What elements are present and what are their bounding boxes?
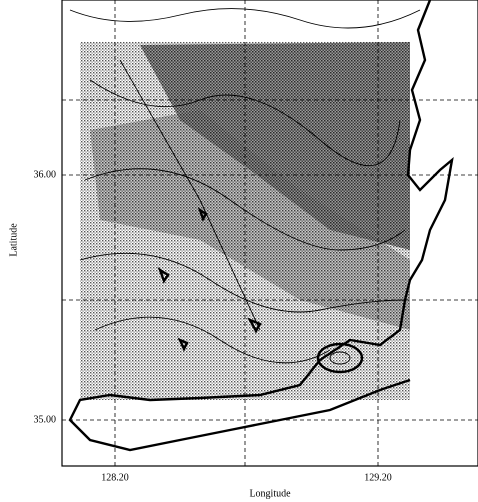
contour bbox=[94, 316, 331, 364]
map-area bbox=[61, 0, 478, 467]
x-tick-label: 128.20 bbox=[101, 472, 129, 483]
contour bbox=[79, 252, 406, 313]
dark-region bbox=[140, 42, 410, 250]
contour bbox=[329, 351, 351, 365]
x-tick-label: 129.20 bbox=[364, 472, 392, 483]
y-tick-label: 36.00 bbox=[34, 169, 57, 180]
coastline bbox=[68, 0, 454, 452]
mid-region bbox=[90, 110, 410, 330]
contour bbox=[157, 207, 262, 352]
y-axis-label: Latitude bbox=[8, 223, 19, 257]
contour bbox=[119, 59, 261, 331]
x-axis-label: Longitude bbox=[249, 488, 291, 499]
contour bbox=[316, 342, 364, 374]
y-tick-label: 35.00 bbox=[34, 414, 57, 425]
contour bbox=[84, 168, 406, 251]
